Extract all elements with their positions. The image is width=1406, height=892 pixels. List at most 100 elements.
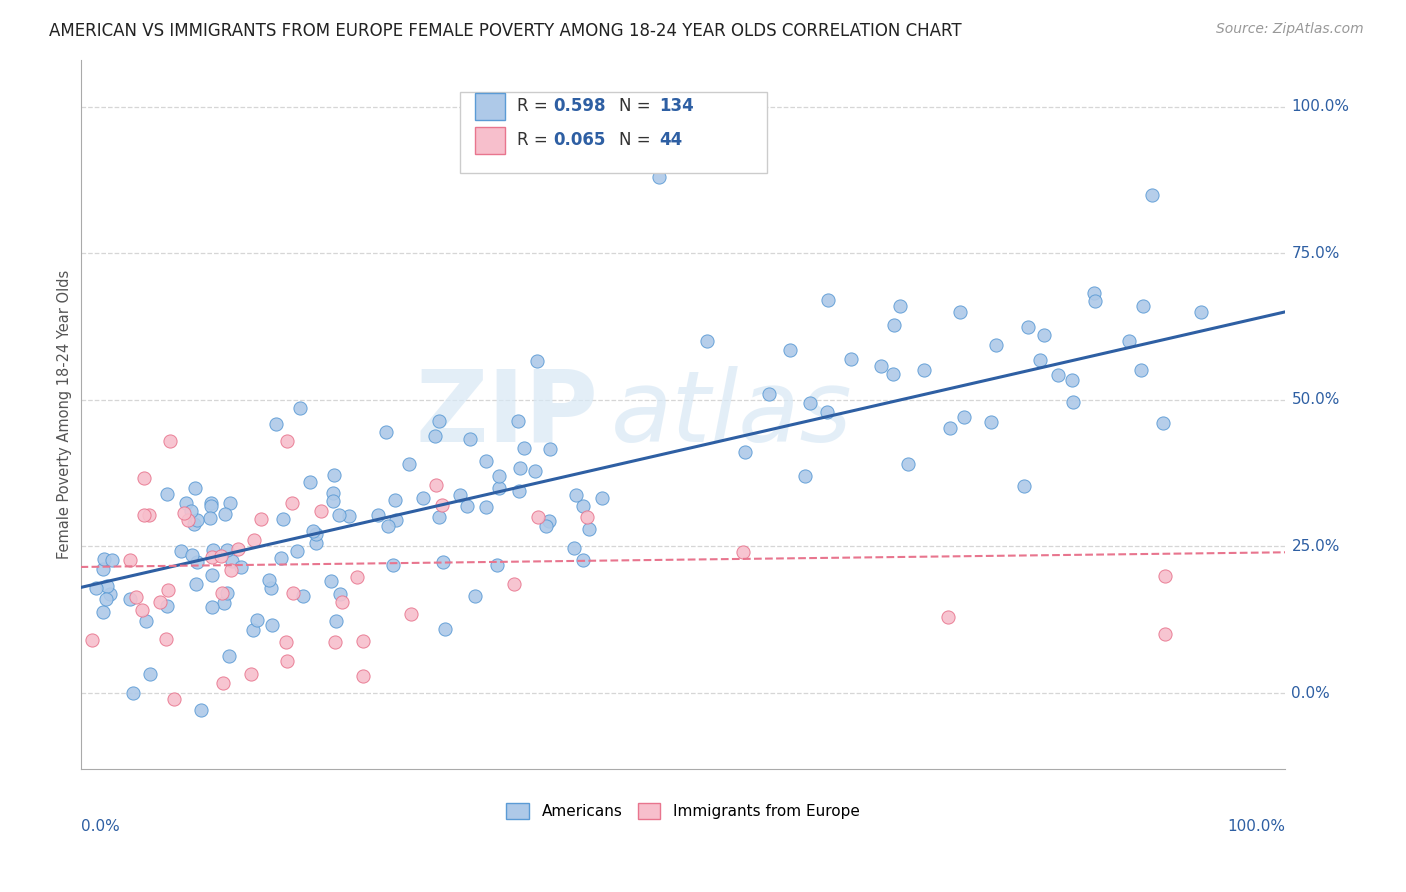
Point [464,589,486,603]
Point [323,634,346,648]
Point [271,512,294,526]
Point [488,468,510,483]
Point [159,434,181,449]
Text: 75.0%: 75.0% [1291,245,1340,260]
Point [131,603,153,617]
Point [1062,395,1084,409]
Point [186,555,208,569]
Point [485,558,508,572]
Point [1118,334,1140,348]
Point [572,499,595,513]
Point [939,420,962,434]
Point [262,617,284,632]
Point [572,553,595,567]
Legend: Americans, Immigrants from Europe: Americans, Immigrants from Europe [501,797,866,826]
Point [384,492,406,507]
Point [138,508,160,522]
Point [270,551,292,566]
FancyBboxPatch shape [474,127,505,154]
Point [276,434,298,449]
Point [301,524,323,539]
Text: N =: N = [619,131,657,149]
Point [1142,188,1164,202]
Point [298,475,321,489]
Point [281,496,304,510]
Point [883,318,905,333]
Point [212,676,235,690]
Point [91,606,114,620]
Point [377,518,399,533]
Point [285,544,308,558]
Point [125,591,148,605]
Point [180,503,202,517]
Point [257,573,280,587]
Point [135,614,157,628]
Point [93,552,115,566]
Point [101,552,124,566]
Point [322,493,344,508]
Point [346,570,368,584]
Point [425,478,447,492]
Point [734,444,756,458]
Point [219,563,242,577]
Point [155,632,177,646]
Text: 0.0%: 0.0% [80,819,120,834]
Point [367,508,389,522]
Point [200,500,222,514]
FancyBboxPatch shape [474,93,505,120]
Point [374,425,396,439]
Text: 100.0%: 100.0% [1227,819,1285,834]
Text: 0.065: 0.065 [553,131,605,149]
Point [980,415,1002,429]
Point [184,481,207,495]
Point [322,486,344,500]
Point [398,457,420,471]
Text: 44: 44 [659,131,682,149]
Point [897,457,920,471]
Point [122,686,145,700]
Point [936,610,959,624]
Point [242,624,264,638]
Point [733,545,755,559]
Point [427,509,450,524]
Point [184,577,207,591]
Point [1084,293,1107,308]
Point [352,633,374,648]
Point [509,461,531,475]
FancyBboxPatch shape [460,92,768,173]
Text: R =: R = [516,96,553,115]
Point [132,471,155,485]
Point [163,692,186,706]
Point [325,614,347,628]
Point [984,337,1007,351]
Point [488,481,510,495]
Point [1017,320,1039,334]
Point [1154,568,1177,582]
Point [1047,368,1070,382]
Point [385,513,408,527]
Point [538,514,561,528]
Point [1012,478,1035,492]
Point [305,535,328,549]
Point [177,513,200,527]
Point [427,414,450,428]
Point [449,488,471,502]
Point [174,496,197,510]
Point [292,589,315,603]
Point [1062,373,1084,387]
Point [218,496,240,510]
Point [330,595,353,609]
Point [118,553,141,567]
Point [538,442,561,456]
Point [149,595,172,609]
Point [352,669,374,683]
Point [170,544,193,558]
Point [183,517,205,532]
Point [231,560,253,574]
Point [1083,285,1105,300]
Text: atlas: atlas [610,366,852,463]
Point [260,581,283,595]
Text: 134: 134 [659,96,693,115]
Point [1154,627,1177,641]
Point [288,401,311,416]
